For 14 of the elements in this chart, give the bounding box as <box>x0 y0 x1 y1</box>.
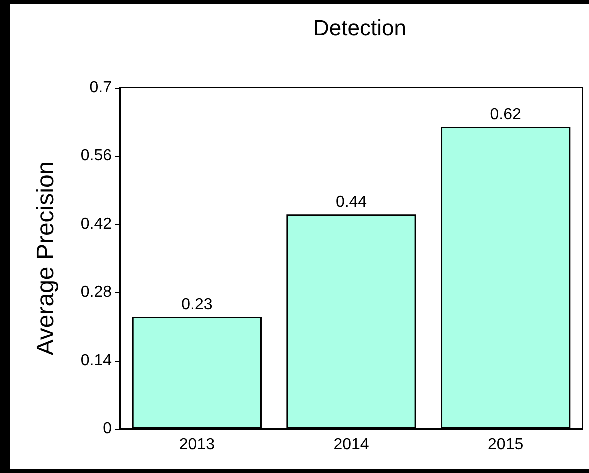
x-tick-label: 2014 <box>334 436 370 454</box>
data-label: 0.23 <box>182 296 213 314</box>
data-label: 0.44 <box>336 194 368 212</box>
y-tick-label: 0.14 <box>80 352 112 370</box>
x-tick-label: 2013 <box>179 436 216 454</box>
x-tick-label: 2015 <box>488 436 524 454</box>
y-axis-title: Average Precision <box>32 161 60 356</box>
y-tick-label: 0.28 <box>80 284 112 302</box>
y-tick-label: 0.42 <box>80 216 112 233</box>
data-label: 0.62 <box>490 106 522 124</box>
y-tick-label: 0.7 <box>90 80 112 96</box>
y-tick-label: 0.56 <box>80 148 112 165</box>
chart-title: Detection <box>314 16 406 40</box>
y-tick-label: 0 <box>103 420 112 438</box>
